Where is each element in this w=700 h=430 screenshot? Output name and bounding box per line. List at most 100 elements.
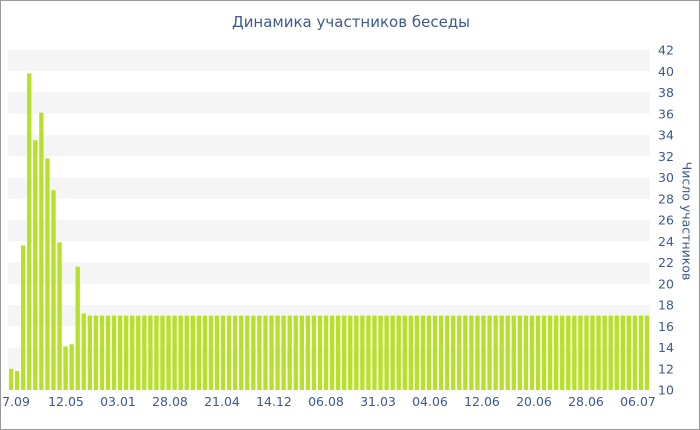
bar: [69, 344, 74, 390]
bar: [166, 315, 171, 391]
bar: [584, 315, 589, 391]
bar: [148, 315, 153, 391]
bar: [323, 315, 329, 391]
bar: [190, 315, 195, 391]
grid-band: [8, 220, 650, 242]
chart-title: Динамика участников беседы: [231, 13, 471, 31]
bar: [130, 315, 135, 391]
y-tick-label: 38: [658, 85, 674, 100]
bar: [566, 315, 571, 391]
x-tick-label: 21.04: [204, 394, 240, 409]
grid-band: [8, 92, 650, 114]
bar: [638, 315, 644, 391]
bar: [390, 315, 395, 391]
y-tick-label: 14: [658, 340, 674, 355]
grid-band: [8, 50, 650, 72]
bar: [511, 315, 516, 391]
bar: [348, 315, 353, 391]
y-axis-label: Число участников: [679, 161, 695, 281]
y-tick-label: 40: [658, 64, 674, 79]
bar: [208, 315, 214, 391]
bar: [233, 315, 238, 391]
bar: [142, 315, 147, 391]
bar: [493, 315, 498, 391]
x-tick-label: 20.06: [516, 394, 552, 409]
bar: [402, 315, 407, 391]
bar: [360, 315, 365, 391]
bar: [27, 73, 32, 390]
bar: [75, 266, 80, 390]
bar: [505, 315, 510, 391]
bar: [335, 315, 341, 391]
bar: [57, 242, 62, 390]
bar: [426, 315, 432, 391]
x-tick-label: 12.06: [464, 394, 500, 409]
bar: [81, 313, 86, 390]
bar: [451, 315, 456, 391]
bar: [154, 315, 159, 391]
bar: [626, 315, 632, 391]
bar: [257, 315, 262, 391]
bar: [136, 315, 141, 391]
bar: [608, 315, 613, 391]
bar: [438, 315, 444, 391]
bar: [117, 315, 123, 391]
y-tick-label: 36: [658, 106, 674, 121]
bar: [317, 315, 323, 391]
x-tick-label: 04.06: [412, 394, 448, 409]
bar: [8, 368, 14, 390]
bar: [184, 315, 189, 391]
bar: [275, 315, 280, 391]
x-tick-label: 14.12: [256, 394, 292, 409]
y-tick-label: 18: [658, 298, 674, 313]
bar: [475, 315, 480, 391]
bar: [414, 315, 420, 391]
bar: [366, 315, 371, 391]
bar: [614, 315, 619, 391]
bar: [99, 315, 105, 391]
bar: [632, 315, 638, 391]
y-tick-label: 24: [658, 234, 674, 249]
bar: [14, 370, 20, 391]
bar: [644, 315, 650, 391]
y-tick-label: 32: [658, 149, 674, 164]
bar: [372, 315, 377, 391]
bar: [93, 315, 99, 391]
x-tick-label: 7.09: [2, 394, 30, 409]
bar: [487, 315, 492, 391]
x-tick-label: 12.05: [48, 394, 84, 409]
bar: [596, 315, 601, 391]
y-axis-ticks: 10 12 14 16 18 20 22 24 26 28 30 32 34 36 38 40 42: [658, 43, 674, 398]
bar: [590, 315, 595, 391]
bars: [8, 73, 650, 391]
y-tick-label: 42: [658, 43, 674, 58]
bar: [51, 190, 56, 390]
grid-bands: [8, 50, 650, 369]
bar: [408, 315, 413, 391]
x-tick-label: 28.08: [152, 394, 188, 409]
bar: [299, 315, 304, 391]
bar: [578, 315, 583, 391]
bar: [293, 315, 298, 391]
bar: [523, 315, 529, 391]
x-tick-label: 06.08: [308, 394, 344, 409]
bar: [287, 315, 292, 391]
bar: [342, 315, 347, 391]
bar: [572, 315, 577, 391]
bar: [214, 315, 220, 391]
bar: [354, 315, 359, 391]
bar: [220, 315, 226, 391]
bar: [444, 315, 450, 391]
bar: [378, 315, 383, 391]
bar: [535, 315, 541, 391]
bar: [178, 315, 183, 391]
y-tick-label: 26: [658, 213, 674, 228]
bar: [499, 315, 504, 391]
bar: [554, 315, 559, 391]
x-tick-label: 03.01: [100, 394, 136, 409]
bar: [547, 315, 553, 391]
bar: [239, 315, 244, 391]
y-tick-label: 22: [658, 255, 674, 270]
